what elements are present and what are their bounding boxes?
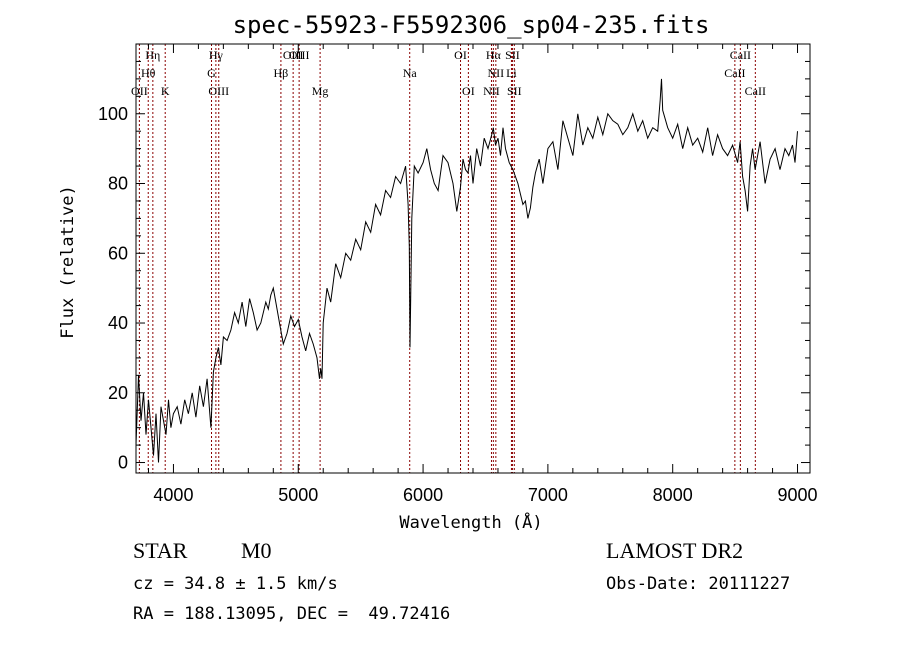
x-tick-label: 7000: [528, 485, 568, 505]
spectral-line-label: Hη: [145, 48, 160, 62]
spectral-line-label: Li: [506, 66, 517, 80]
y-tick-label: 20: [108, 383, 128, 403]
plot-frame: [135, 43, 811, 474]
x-tick-label: 8000: [653, 485, 693, 505]
spectral-line-markers: [138, 44, 756, 473]
y-tick-label: 80: [108, 174, 128, 194]
spectral-line-label: Hα: [486, 48, 502, 62]
survey-name: LAMOST DR2: [606, 538, 744, 563]
axes: 4000 5000 6000 7000 8000 9000 0 20 40 60 80 100: [98, 44, 818, 505]
redshift-readout: cz = 34.8 ± 1.5 km/s: [133, 574, 338, 594]
y-tick-label: 0: [118, 453, 128, 473]
y-tick-label: 60: [108, 243, 128, 263]
chart-title: spec-55923-F5592306_sp04-235.fits: [233, 11, 710, 39]
spectral-line-label: Hθ: [141, 66, 156, 80]
spectral-line-label: OI: [462, 84, 475, 98]
x-axis-label: Wavelength (Å): [399, 511, 542, 533]
spectrum-line: [135, 78, 798, 463]
x-tick-label: 4000: [153, 485, 193, 505]
spectral-line-label: CaII: [724, 66, 745, 80]
spectral-line-label: K: [161, 84, 170, 98]
spectral-line-label: CaII: [745, 84, 766, 98]
spectral-line-label: OII: [131, 84, 148, 98]
spectral-line-label: OI: [454, 48, 467, 62]
spectral-line-label: SII: [507, 84, 522, 98]
y-tick-label: 40: [108, 313, 128, 333]
coordinates-readout: RA = 188.13095, DEC = 49.72416: [133, 604, 451, 624]
spectral-line-label: Hβ: [274, 66, 289, 80]
x-tick-label: 9000: [777, 485, 817, 505]
spectral-line-label: NII: [488, 66, 505, 80]
spectral-line-label: OIII: [208, 84, 229, 98]
spectral-line-label: SII: [505, 48, 520, 62]
spectral-line-label: OIII: [289, 48, 310, 62]
spectral-line-label: Na: [403, 66, 418, 80]
x-tick-label: 5000: [278, 485, 318, 505]
spectral-line-label: CaII: [730, 48, 751, 62]
spectral-line-label: Mg: [312, 84, 329, 98]
observation-date: Obs-Date: 20111227: [606, 574, 791, 594]
x-tick-label: 6000: [403, 485, 443, 505]
spectral-line-label: G: [207, 66, 216, 80]
y-axis-label: Flux (relative): [58, 185, 78, 339]
y-tick-label: 100: [98, 104, 128, 124]
spectral-line-label: Hγ: [209, 48, 224, 62]
spectral-line-label: NII: [483, 84, 500, 98]
object-subclass: M0: [241, 538, 272, 563]
object-class: STAR: [133, 538, 188, 563]
